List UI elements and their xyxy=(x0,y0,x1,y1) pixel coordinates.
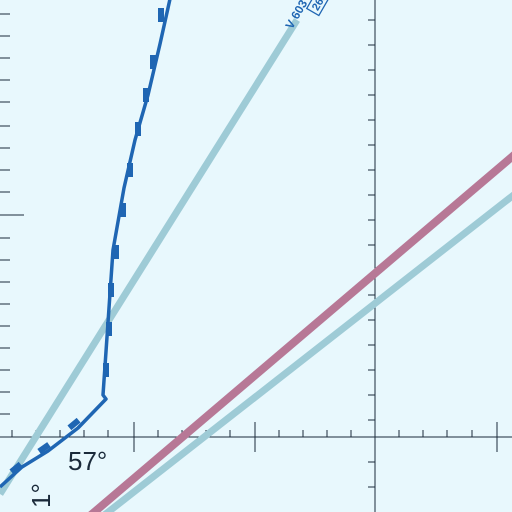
longitude-label-partial: 1° xyxy=(26,483,56,508)
airway-v603[interactable] xyxy=(0,18,300,496)
airway-lower[interactable] xyxy=(98,190,512,512)
left-edge-ticks xyxy=(0,13,24,415)
boundary-ticks xyxy=(9,8,164,475)
airway-course-box xyxy=(305,0,334,17)
longitude-ticks xyxy=(368,19,375,488)
airspace-boundary[interactable] xyxy=(0,0,172,489)
latitude-label: 57° xyxy=(68,446,107,476)
magenta-route[interactable] xyxy=(85,150,512,512)
